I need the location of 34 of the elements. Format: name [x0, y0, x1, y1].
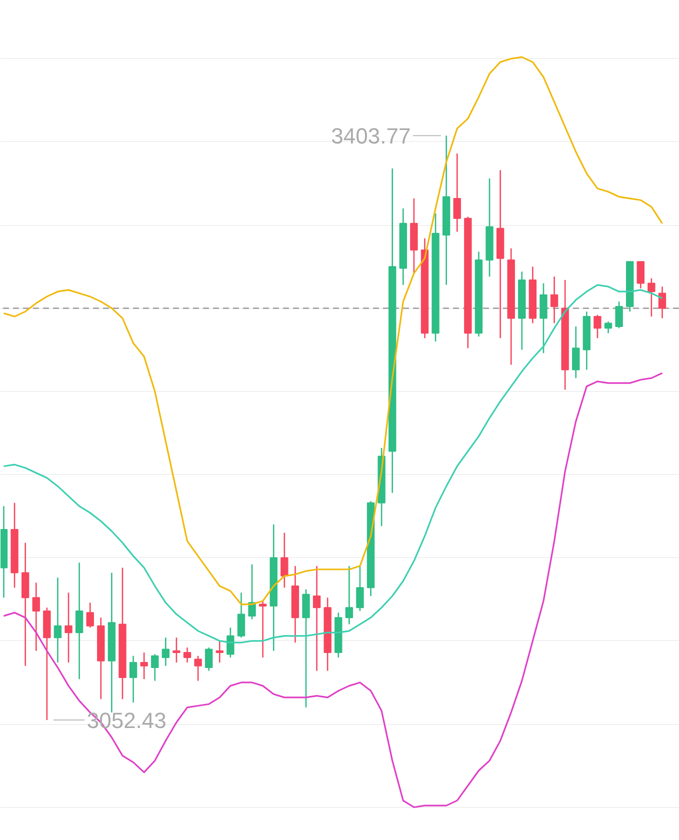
candlestick: [75, 562, 84, 680]
candlestick: [540, 282, 548, 354]
candlestick: [32, 582, 40, 652]
candlestick: [183, 646, 192, 664]
candlestick: [356, 565, 364, 612]
candlestick: [550, 276, 558, 324]
candlestick: [216, 640, 224, 664]
candlestick: [345, 565, 354, 625]
candlestick: [604, 320, 612, 334]
candlestick: [302, 588, 310, 708]
candlestick: [658, 286, 666, 319]
candlestick: [615, 300, 623, 329]
candlestick: [204, 646, 213, 672]
candlestick: [172, 636, 180, 664]
candlestick: [594, 314, 602, 339]
candlestick: [64, 592, 72, 664]
candlestick: [237, 592, 246, 638]
candlestick: [140, 652, 148, 680]
candlestick: [258, 600, 267, 658]
annotation: 3403.77: [331, 124, 411, 149]
candlestick: [129, 655, 138, 704]
candlestick: [636, 261, 644, 289]
candlestick: [312, 565, 321, 672]
candlestick: [648, 278, 656, 318]
candlestick: [151, 654, 159, 682]
candlestick: [194, 655, 202, 682]
candlestick: [86, 602, 94, 628]
candlestick: [572, 326, 580, 379]
candlestick: [280, 532, 288, 588]
candlestick: [248, 564, 256, 620]
candlestick: [162, 636, 170, 666]
candlestick: [54, 577, 62, 664]
candlestick: [226, 626, 234, 658]
candlestick: [453, 152, 461, 232]
